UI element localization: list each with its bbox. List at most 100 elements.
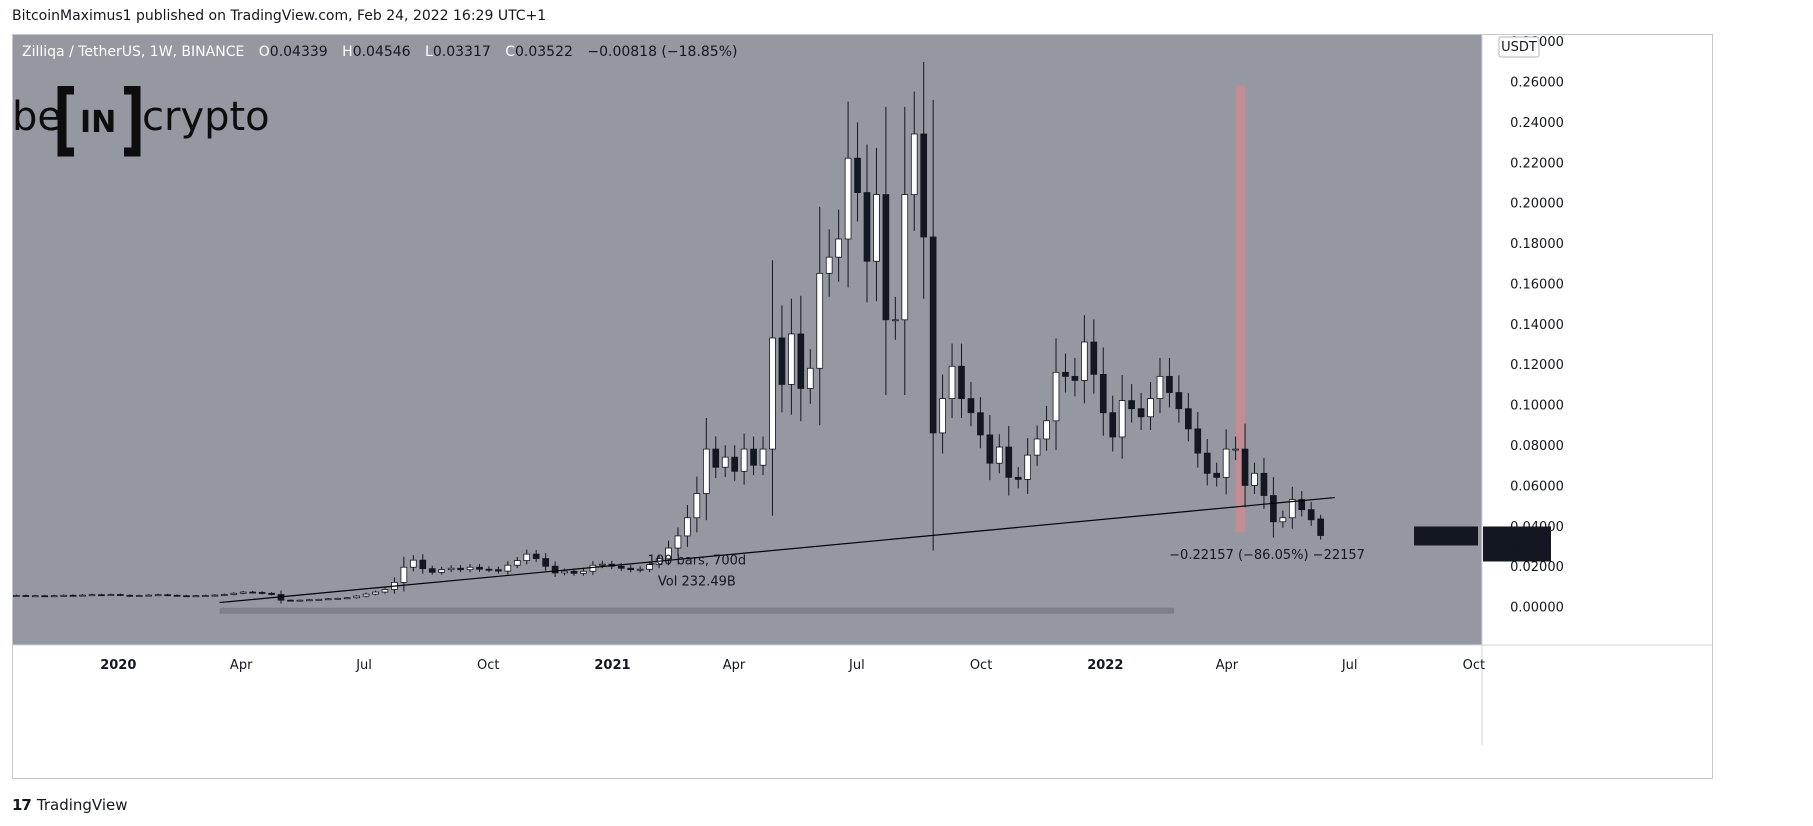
candle-48 <box>466 564 474 573</box>
legend-close-key: C <box>505 44 515 60</box>
candle-11 <box>117 593 124 597</box>
x-tick-label-11: Oct <box>1463 658 1485 673</box>
candle-body <box>334 597 342 600</box>
candle-130 <box>1241 423 1249 508</box>
candle-body <box>684 517 691 537</box>
candle-125 <box>1194 411 1202 468</box>
candle-body <box>693 493 701 519</box>
candle-body <box>863 192 871 262</box>
candle-body <box>372 591 379 595</box>
candle-body <box>173 594 181 597</box>
candle-137 <box>1307 501 1315 526</box>
publisher-line: BitcoinMaximus1 published on TradingView… <box>12 8 547 24</box>
candle-26 <box>258 591 266 595</box>
x-tick-label-10: Jul <box>1341 658 1358 673</box>
candle-body <box>1014 476 1022 480</box>
candle-body <box>929 236 937 434</box>
candle-body <box>910 133 918 195</box>
candle-body <box>570 570 578 574</box>
candle-35 <box>343 597 351 600</box>
candle-56 <box>542 553 549 571</box>
measure-bars-label: 100 bars, 700d <box>648 554 747 569</box>
candle-body <box>1279 517 1287 523</box>
candle-body <box>1166 375 1173 393</box>
candle-body <box>759 448 767 466</box>
candle-body <box>1241 448 1249 486</box>
y-tick-label-7: 0.14000 <box>1510 318 1564 333</box>
candle-107 <box>1024 438 1031 494</box>
candle-122 <box>1166 357 1173 408</box>
legend-high-value: 0.04546 <box>352 44 411 60</box>
candle-body <box>268 592 275 595</box>
x-tick-label-8: 2022 <box>1087 658 1123 673</box>
y-tick-label-1: 0.02000 <box>1510 560 1564 575</box>
candle-body <box>513 560 521 566</box>
candle-body <box>476 566 483 570</box>
candle-body <box>230 592 238 595</box>
candle-body <box>41 595 49 598</box>
candle-7 <box>79 594 86 597</box>
legend-open-value: 0.04339 <box>269 44 328 60</box>
candle-body <box>1109 412 1117 438</box>
candle-body <box>1317 518 1324 536</box>
candle-body <box>1232 448 1239 451</box>
candle-16 <box>164 593 171 597</box>
candle-body <box>428 568 436 573</box>
candle-123 <box>1175 375 1183 423</box>
candle-84 <box>806 349 814 404</box>
candle-79 <box>759 436 767 476</box>
candle-body <box>797 333 805 389</box>
y-tick-label-8: 0.16000 <box>1510 277 1564 292</box>
candle-body <box>532 553 540 559</box>
candle-body <box>892 319 899 322</box>
logo-bracket-right <box>124 86 141 157</box>
candle-body <box>315 598 323 601</box>
legend-open-key: O <box>258 44 270 60</box>
symbol-tag-text: ZILUSDT <box>1418 529 1473 544</box>
legend-close-value: 0.03522 <box>515 44 573 60</box>
candle-95 <box>910 91 918 231</box>
candle-101 <box>967 381 975 427</box>
candle-body <box>135 595 143 597</box>
candle-29 <box>287 599 294 602</box>
candle-body <box>79 594 86 597</box>
candle-body <box>258 592 266 594</box>
footer-brand[interactable]: 17 TradingView <box>12 796 128 814</box>
candle-body <box>901 194 909 321</box>
candle-body <box>343 597 351 600</box>
highlight-bar <box>1235 85 1246 532</box>
candle-body <box>60 594 67 597</box>
candlestick-chart[interactable]: 100 bars, 700d Vol 232.49B −0.22157 (−86.0… <box>13 35 1712 745</box>
candle-120 <box>1147 381 1154 431</box>
candle-90 <box>863 144 871 303</box>
candle-80 <box>769 260 776 516</box>
candle-76 <box>731 445 739 481</box>
candle-54 <box>523 549 531 565</box>
candle-body <box>409 559 417 568</box>
candle-body <box>192 595 200 598</box>
candle-body <box>627 567 635 571</box>
candle-body <box>702 448 710 494</box>
candle-52 <box>504 561 512 575</box>
candle-body <box>485 568 493 571</box>
candle-body <box>778 337 786 385</box>
candle-body <box>154 594 162 597</box>
candle-body <box>542 558 549 567</box>
legend-change: −0.00818 (−18.85%) <box>587 44 738 60</box>
ohlc-legend: Zilliqa / TetherUS, 1W, BINANCE O0.04339… <box>22 44 747 60</box>
candle-body <box>1251 472 1258 486</box>
candle-body <box>816 272 824 369</box>
candle-15 <box>154 593 162 597</box>
candle-body <box>721 456 729 468</box>
candle-104 <box>995 434 1003 474</box>
candle-117 <box>1118 375 1126 459</box>
candle-98 <box>939 374 946 454</box>
candle-body <box>788 333 795 385</box>
candle-body <box>1203 452 1211 474</box>
logo-text-be: be <box>12 94 62 140</box>
candle-body <box>296 599 304 602</box>
candle-body <box>306 599 313 602</box>
candle-31 <box>306 599 313 602</box>
y-tick-label-4: 0.08000 <box>1510 439 1564 454</box>
